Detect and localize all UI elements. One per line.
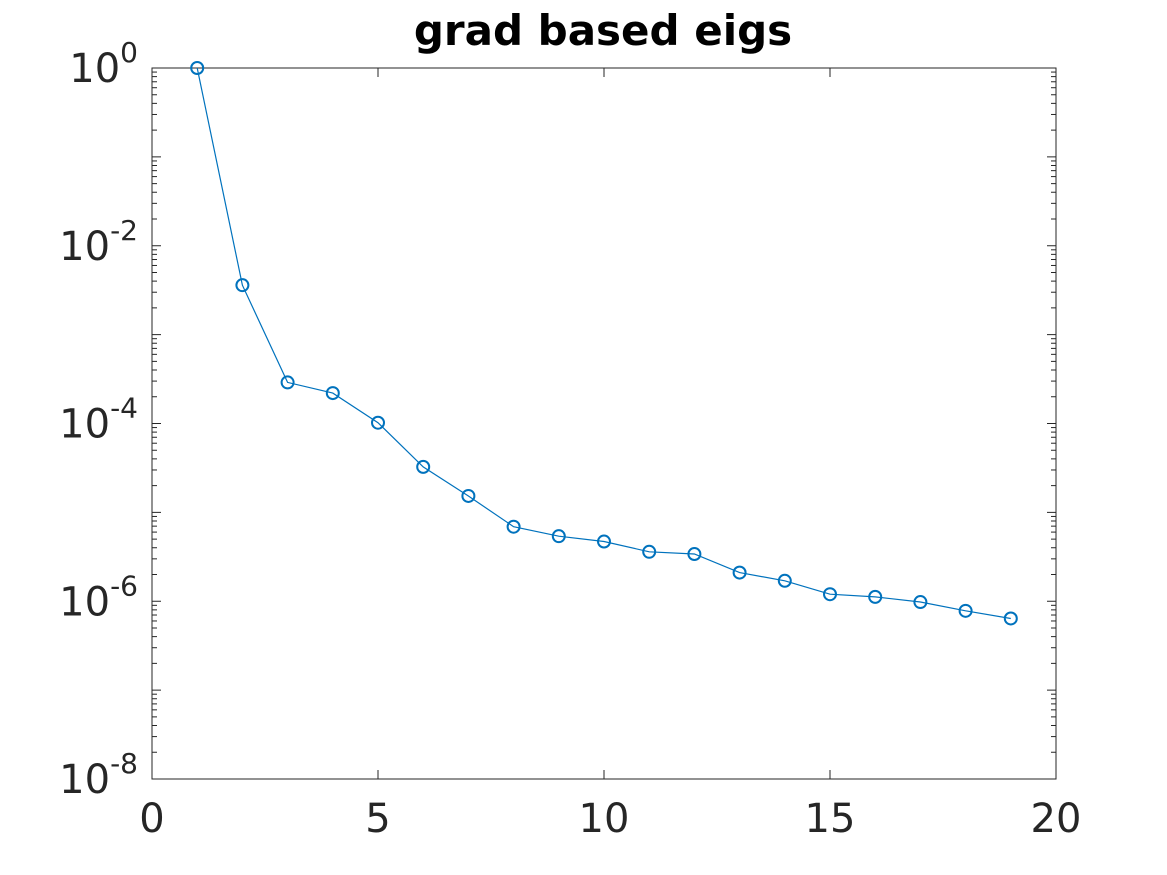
data-point [868,589,883,604]
y-tick-label: 10-8 [59,747,138,803]
data-point [416,459,431,474]
data-point [371,415,385,430]
data-point [687,547,702,562]
data-point [551,529,566,544]
x-tick-label: 10 [579,796,630,842]
y-tick-label: 10-4 [59,392,138,448]
x-tick-label: 0 [139,796,164,842]
data-point [958,603,973,618]
data-point [1003,611,1018,626]
data-point [506,519,521,534]
x-tick-label: 5 [365,796,390,842]
data-point [777,573,792,588]
x-tick-label: 15 [805,796,856,842]
series-line [196,67,1011,620]
chart-title: grad based eigs [414,6,792,55]
y-tick-label: 10-6 [59,569,138,625]
data-point [280,375,295,390]
data-point [597,534,611,549]
data-point [325,386,340,401]
y-tick-label: 100 [69,36,138,92]
data-point [461,488,476,503]
data-point [235,278,250,293]
data-point [732,565,747,580]
plot-area: 0 5 10 15 20 100 10-2 10-4 10-6 10-8 [59,36,1081,842]
x-tick-label: 20 [1031,796,1082,842]
data-point [642,544,657,559]
data-point [823,587,837,602]
y-tick-label: 10-2 [59,214,138,270]
data-point [190,61,205,75]
data-point [913,595,928,610]
axes-box [151,67,1057,780]
